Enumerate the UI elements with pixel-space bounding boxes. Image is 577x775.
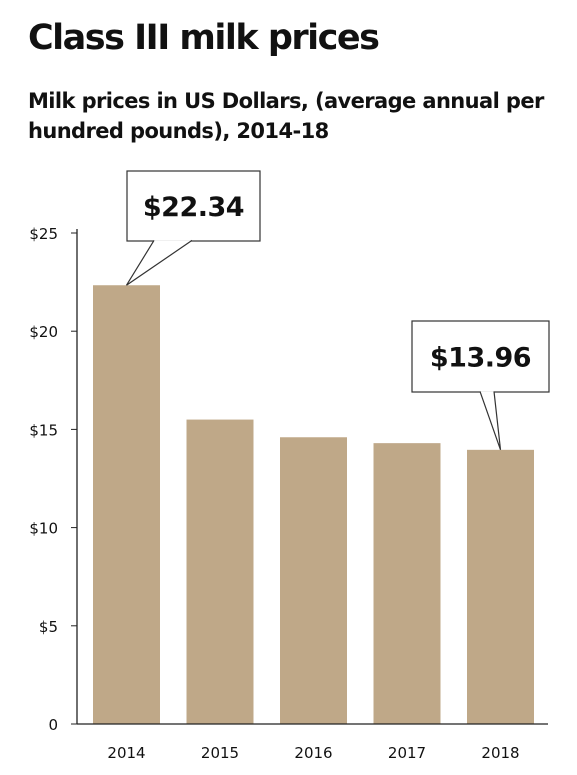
callout-value: $13.96 [430, 343, 531, 374]
bar-2018 [467, 449, 534, 724]
callout-value: $22.34 [143, 192, 244, 223]
y-tick-label: $5 [39, 618, 58, 636]
bars [93, 285, 534, 724]
callout-pointer [479, 391, 502, 451]
axes [76, 229, 548, 725]
y-tick-label: $10 [29, 520, 58, 538]
x-axis-ticks: 2014 2015 2016 2017 2018 [107, 744, 519, 762]
bar-2015 [186, 419, 254, 724]
y-tick-label: $20 [29, 323, 58, 341]
y-tick-label: $25 [29, 225, 58, 243]
x-tick-label: 2016 [294, 744, 332, 762]
bar-2016 [280, 437, 347, 724]
chart-subtitle: Milk prices in US Dollars, (average annu… [28, 89, 544, 143]
y-tick-label: 0 [48, 716, 58, 734]
x-tick-label: 2018 [481, 744, 519, 762]
x-tick-label: 2014 [107, 744, 145, 762]
chart-title: Class III milk prices [28, 18, 380, 58]
callout-2014: $22.34 [125, 170, 261, 286]
x-tick-label: 2017 [388, 744, 426, 762]
callout-2018: $13.96 [411, 320, 550, 451]
y-axis-ticks: 0 $5 $10 $15 $20 $25 [29, 225, 77, 734]
y-tick-label: $15 [29, 421, 58, 439]
callouts: $22.34 $13.96 [125, 170, 550, 451]
callout-pointer [125, 239, 193, 286]
bar-2014 [93, 285, 160, 724]
callout-box [411, 320, 550, 393]
bar-2017 [373, 443, 441, 724]
callout-box [126, 170, 261, 242]
x-tick-label: 2015 [201, 744, 239, 762]
